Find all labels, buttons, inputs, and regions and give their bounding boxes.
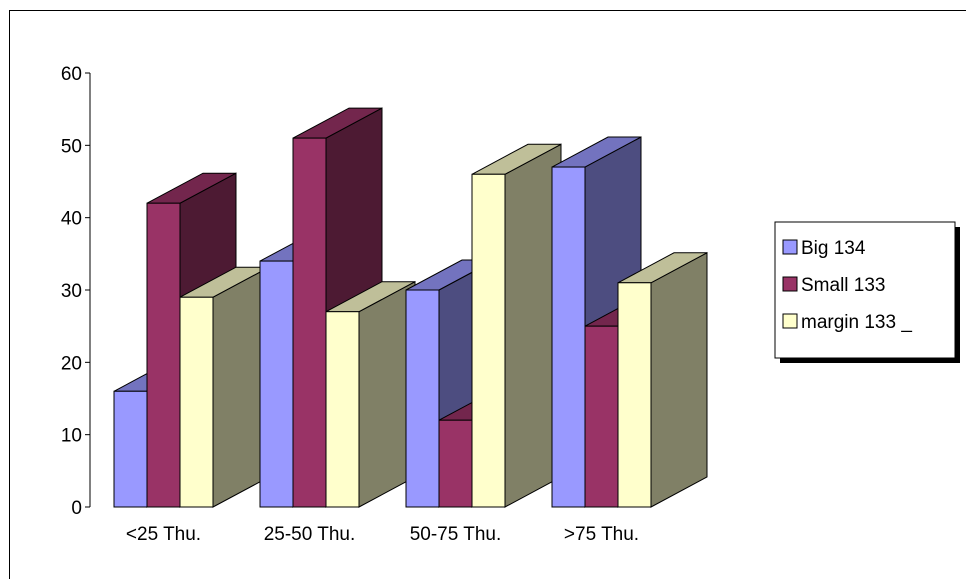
bar-front xyxy=(259,260,294,508)
bar-front xyxy=(179,296,214,508)
legend-box xyxy=(774,221,956,359)
legend: Big 134 Small 133 margin 133 _ xyxy=(774,221,960,363)
x-tick-label: 50-75 Thu. xyxy=(410,524,502,545)
y-tick-label: 20 xyxy=(61,353,82,374)
legend-swatch xyxy=(782,239,798,255)
legend-swatch xyxy=(782,313,798,329)
x-axis-labels: <25 Thu. 25-50 Thu. 50-75 Thu. >75 Thu. xyxy=(126,524,639,545)
bar-front xyxy=(146,202,181,508)
y-tick-label: 40 xyxy=(61,209,82,230)
bar-front xyxy=(438,419,473,508)
bar-1-2 xyxy=(325,280,416,508)
bar-front xyxy=(471,173,506,508)
bar-0-2 xyxy=(179,266,270,508)
bar-front xyxy=(292,137,327,508)
x-tick-label: <25 Thu. xyxy=(126,524,201,545)
bar-front xyxy=(113,390,148,508)
bar-2-2 xyxy=(471,143,562,508)
chart-frame xyxy=(9,10,966,579)
y-tick-label: 0 xyxy=(71,498,82,519)
bar-3-2 xyxy=(617,251,708,508)
legend-label: Big 134 xyxy=(801,238,866,259)
legend-swatch xyxy=(782,276,798,292)
bar-front xyxy=(551,166,586,508)
x-tick-label: >75 Thu. xyxy=(564,524,639,545)
bar-front xyxy=(617,282,652,508)
legend-label: Small 133 xyxy=(801,275,886,296)
bars xyxy=(113,107,708,508)
bar-front xyxy=(584,325,619,508)
y-tick-label: 50 xyxy=(61,136,82,157)
bar-side xyxy=(650,251,708,508)
bar-front xyxy=(405,289,440,508)
y-tick-label: 10 xyxy=(61,426,82,447)
y-tick-label: 60 xyxy=(61,64,82,85)
y-axis: 0 10 20 30 40 50 60 xyxy=(61,64,91,519)
x-tick-label: 25-50 Thu. xyxy=(264,524,356,545)
y-tick-label: 30 xyxy=(61,281,82,302)
bar-front xyxy=(325,311,360,508)
legend-label: margin 133 _ xyxy=(801,312,912,333)
